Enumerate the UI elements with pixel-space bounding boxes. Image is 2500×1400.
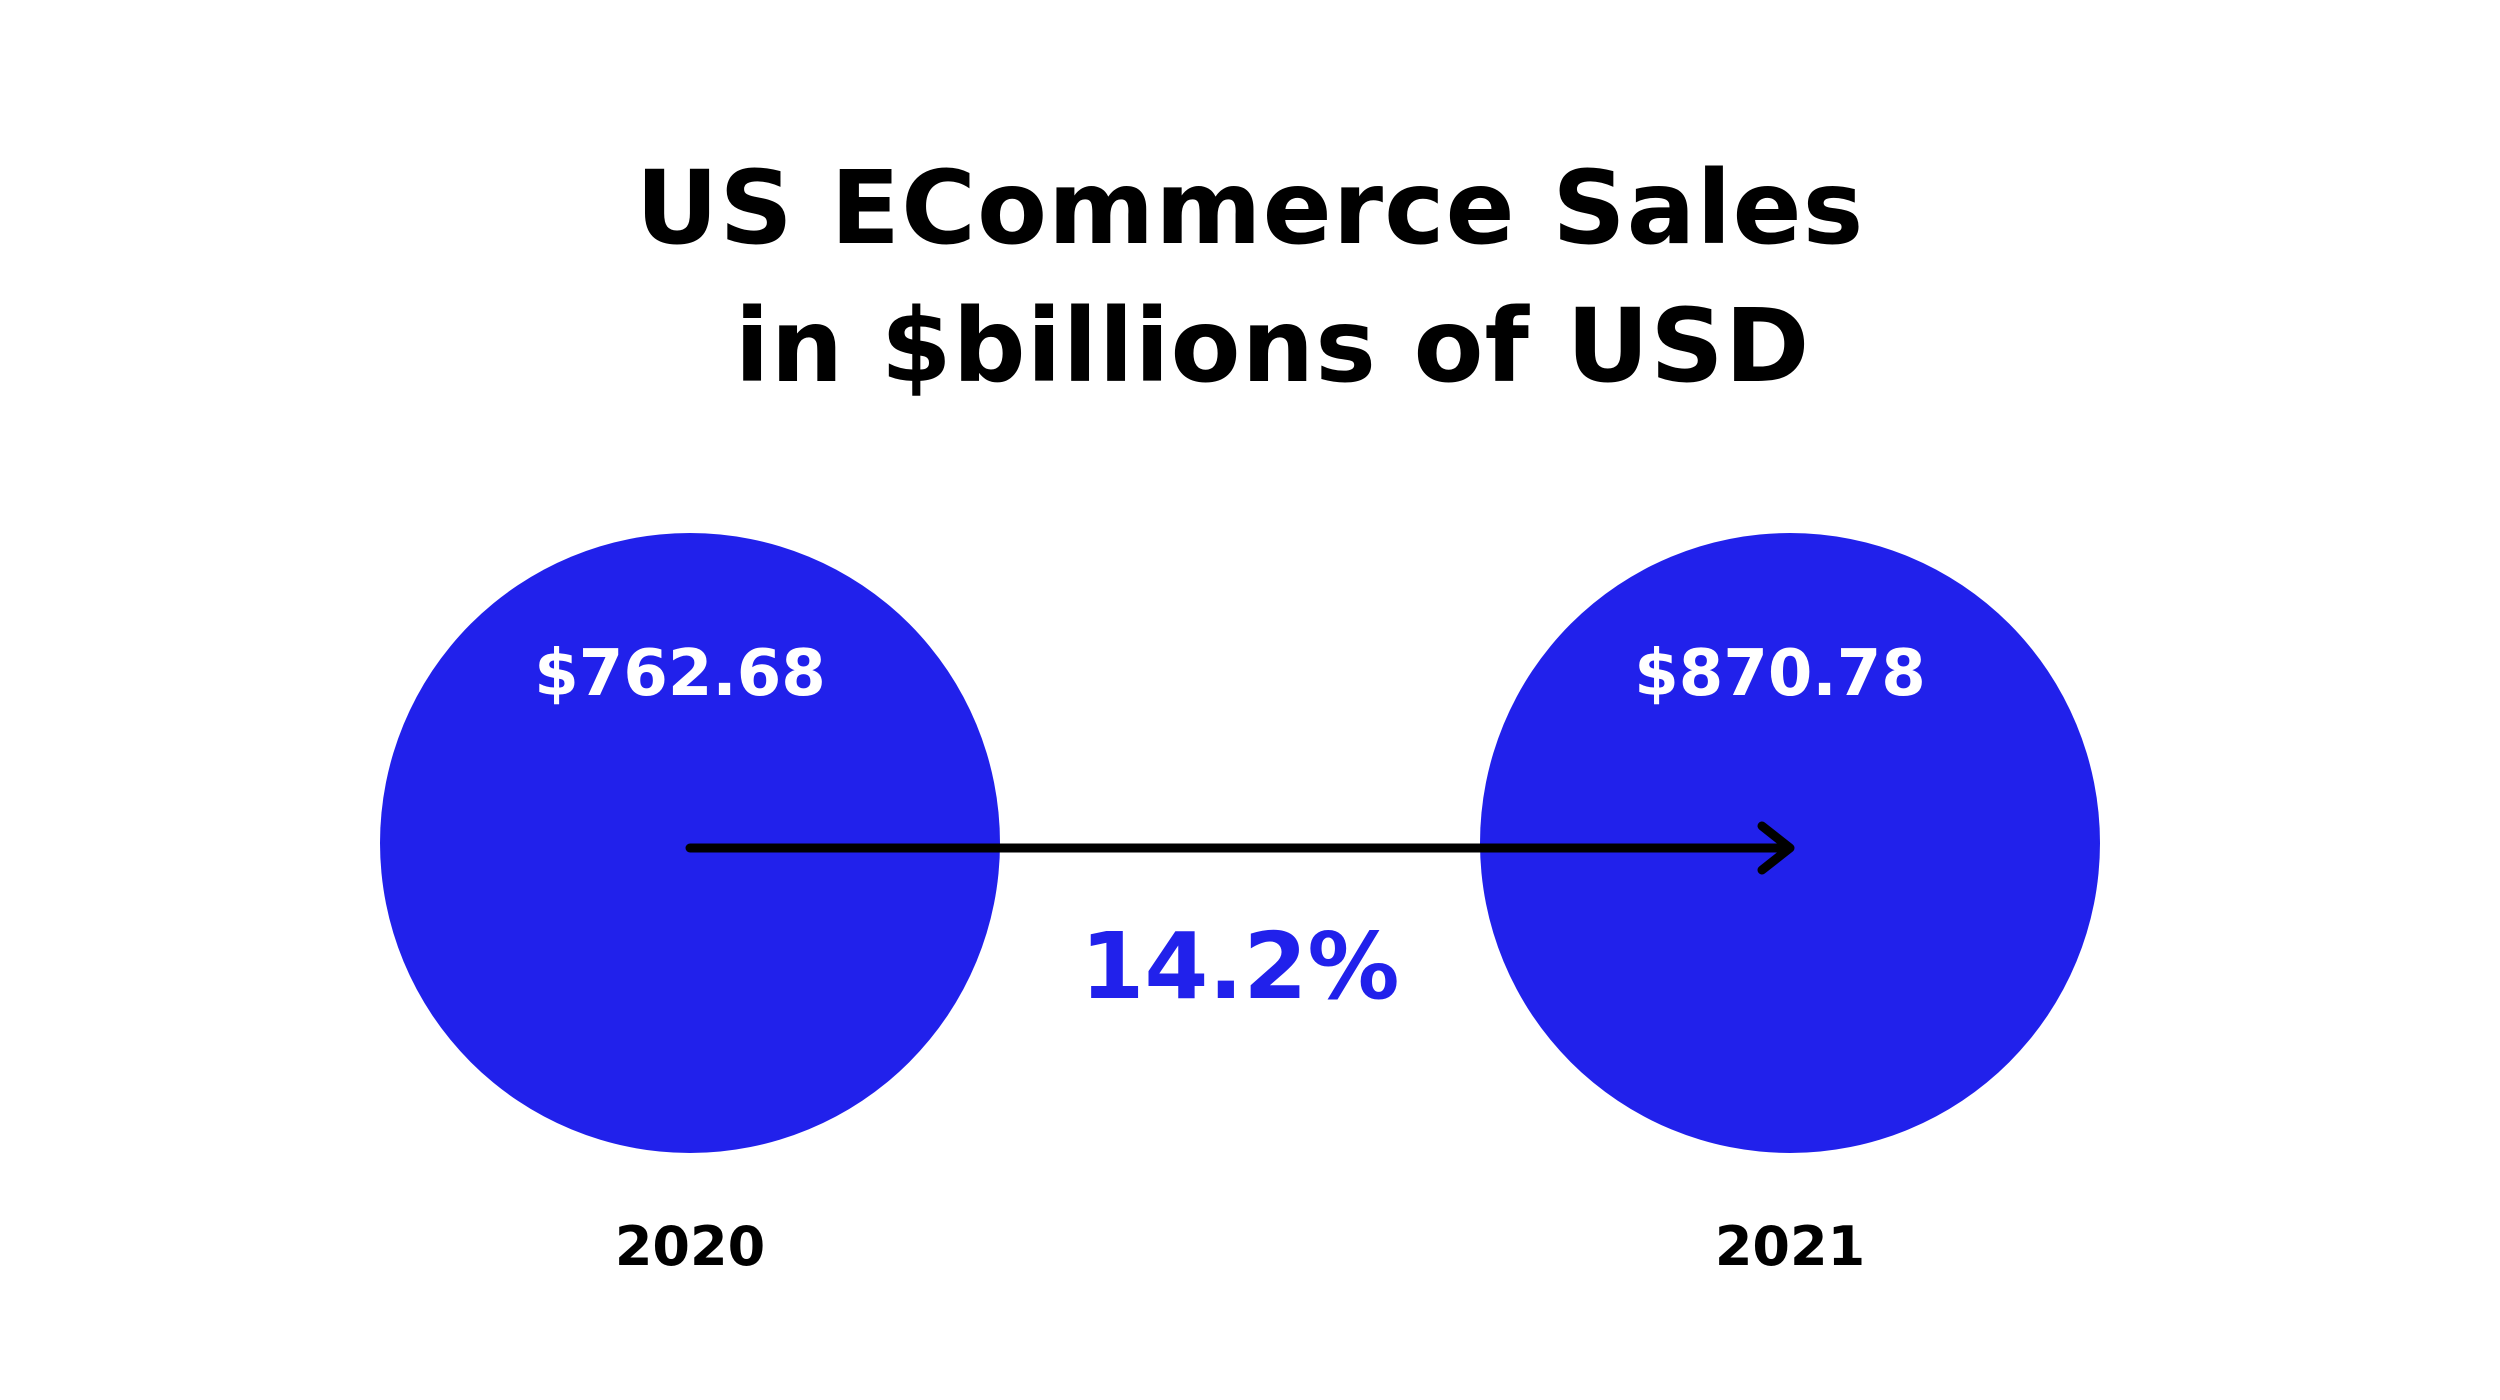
chart-title: US ECommerce Sales in $billions of USD xyxy=(0,140,2500,416)
chart-title-line-1: US ECommerce Sales xyxy=(635,149,1865,268)
value-label-2021: $870.78 xyxy=(1634,637,1926,711)
year-label-2021: 2021 xyxy=(1715,1215,1865,1278)
year-label-2020: 2020 xyxy=(615,1215,765,1278)
growth-arrow xyxy=(685,821,1795,875)
value-label-2020: $762.68 xyxy=(534,637,826,711)
bubbles-group xyxy=(380,533,2100,1153)
arrow-head xyxy=(1757,821,1795,875)
chart-title-line-2: in $billions of USD xyxy=(734,287,1811,406)
growth-percentage-label: 14.2% xyxy=(1080,913,1399,1020)
bubble-2020 xyxy=(380,533,1000,1153)
labels-group: $762.68 2020 $870.78 2021 14.2% xyxy=(534,637,1926,1278)
